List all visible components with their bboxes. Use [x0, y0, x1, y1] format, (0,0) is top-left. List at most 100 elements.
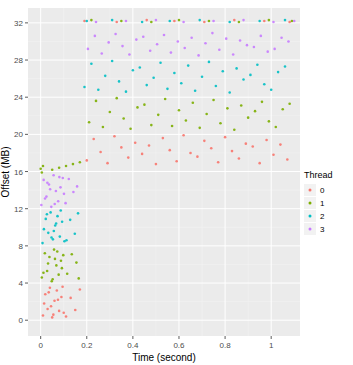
point [50, 206, 53, 209]
point [72, 163, 75, 166]
point [284, 19, 287, 22]
minor-grid-line [28, 227, 300, 228]
point [182, 134, 185, 137]
point [44, 218, 47, 221]
point [293, 20, 296, 23]
grid-line [28, 22, 300, 23]
minor-grid-line [28, 115, 300, 116]
y-tick-label: 24 [14, 93, 23, 102]
point [247, 116, 250, 119]
point [87, 48, 90, 51]
legend-label: 3 [320, 225, 325, 234]
point [173, 20, 176, 23]
point [55, 222, 58, 225]
y-tick [25, 22, 28, 23]
point [178, 19, 181, 22]
point [127, 156, 130, 159]
point [180, 82, 183, 85]
point [43, 302, 46, 305]
point [253, 46, 256, 49]
x-tick-label: 0.6 [173, 341, 185, 350]
y-tick-label: 0 [19, 316, 24, 325]
point [42, 179, 45, 182]
point [242, 19, 245, 22]
point [100, 52, 103, 55]
point [201, 75, 204, 78]
point [143, 103, 146, 106]
point [208, 61, 211, 64]
point [291, 20, 294, 23]
point [99, 151, 102, 154]
point [205, 113, 208, 116]
point [44, 293, 47, 296]
x-tick [178, 336, 179, 339]
point [57, 200, 60, 203]
grid-line [28, 208, 300, 209]
point [118, 80, 121, 83]
point [168, 20, 171, 23]
point [189, 152, 192, 155]
point [219, 122, 222, 125]
point [254, 110, 257, 113]
point [280, 36, 283, 39]
point [155, 163, 158, 166]
point [258, 20, 261, 23]
y-tick-label: 32 [14, 19, 23, 28]
point [56, 215, 59, 218]
point [57, 298, 60, 301]
point [210, 147, 213, 150]
point [249, 74, 252, 77]
grid-line [28, 60, 300, 61]
point [152, 76, 155, 79]
points [39, 19, 295, 319]
point [204, 42, 207, 45]
point [60, 259, 63, 262]
point [246, 44, 249, 47]
point [60, 296, 63, 299]
point [56, 250, 59, 253]
point [46, 181, 49, 184]
point [63, 193, 66, 196]
point [95, 100, 98, 103]
point [135, 38, 138, 41]
point [79, 288, 82, 291]
y-tick [25, 134, 28, 135]
point [46, 308, 49, 311]
point [231, 150, 234, 153]
point [106, 162, 109, 165]
series-points [39, 19, 293, 283]
series-points [42, 19, 291, 319]
point [173, 72, 176, 75]
point [62, 177, 65, 180]
point [111, 60, 114, 63]
x-tick [40, 336, 41, 339]
minor-grid-line [28, 264, 300, 265]
point [273, 48, 276, 51]
point [129, 127, 132, 130]
point [138, 66, 141, 69]
legend-key [304, 197, 316, 209]
point [44, 197, 47, 200]
y-tick [25, 171, 28, 172]
point [281, 108, 284, 111]
legend-key [304, 184, 316, 196]
point [90, 19, 93, 22]
point [53, 230, 56, 233]
point [141, 153, 144, 156]
point [95, 21, 98, 24]
x-tick-label: 1 [269, 341, 274, 350]
point [258, 162, 261, 165]
point [61, 267, 64, 270]
point [47, 232, 50, 235]
point [90, 62, 93, 65]
minor-grid-line [28, 78, 300, 79]
point [155, 19, 158, 22]
point [134, 141, 137, 144]
point [268, 19, 271, 22]
point [50, 305, 53, 308]
point [228, 21, 231, 24]
point [128, 53, 131, 56]
point [56, 289, 59, 292]
point [240, 104, 243, 107]
point [42, 272, 45, 275]
